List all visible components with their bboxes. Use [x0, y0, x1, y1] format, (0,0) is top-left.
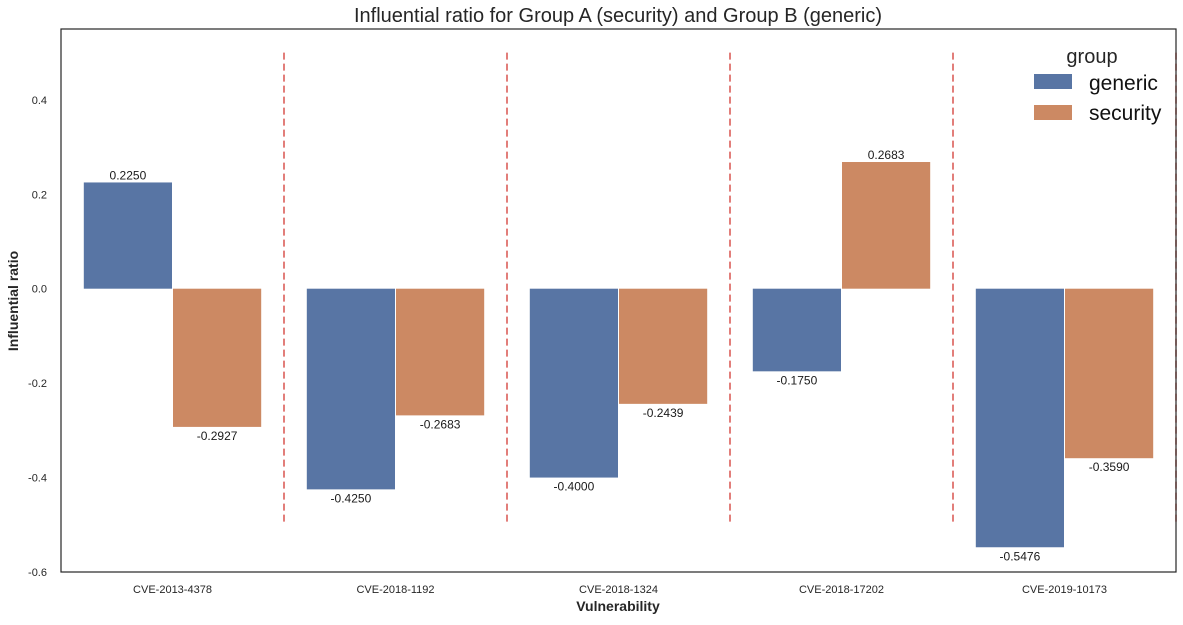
- x-tick-label: CVE-2019-10173: [1022, 584, 1107, 596]
- bar-label-security-4: -0.3590: [1089, 460, 1130, 474]
- x-tick-label: CVE-2018-17202: [799, 584, 884, 596]
- y-tick-label: 0.2: [32, 189, 47, 201]
- bar-label-security-2: -0.2439: [643, 406, 684, 420]
- bar-label-generic-1: -0.4250: [331, 491, 372, 505]
- bar-generic-3: [752, 288, 841, 372]
- bar-generic-0: [83, 182, 172, 289]
- bar-label-security-3: 0.2683: [868, 148, 905, 162]
- x-tick-label: CVE-2013-4378: [133, 584, 212, 596]
- bar-security-2: [619, 288, 708, 404]
- bar-generic-1: [306, 288, 395, 490]
- x-axis-label: Vulnerability: [576, 598, 660, 614]
- bar-security-0: [173, 288, 262, 427]
- bar-label-generic-0: 0.2250: [110, 168, 147, 182]
- bars-layer: [83, 162, 1154, 548]
- y-tick-label: 0.0: [32, 284, 47, 296]
- chart-title: Influential ratio for Group A (security)…: [354, 5, 882, 27]
- legend-swatch-generic: [1034, 74, 1072, 89]
- legend: group generic security: [1034, 46, 1162, 125]
- y-tick-label: -0.2: [28, 378, 47, 390]
- bar-labels: 0.2250 -0.4250 -0.4000 -0.1750 -0.5476 -0.292…: [110, 148, 1130, 563]
- plot-frame: [60, 28, 1177, 573]
- x-tick-label: CVE-2018-1192: [356, 584, 434, 596]
- bar-security-4: [1065, 288, 1154, 459]
- bar-label-security-1: -0.2683: [420, 417, 461, 431]
- y-tick-label: -0.4: [28, 473, 47, 485]
- x-axis-ticks: CVE-2013-4378 CVE-2018-1192 CVE-2018-1324 C…: [133, 584, 1107, 596]
- legend-title: group: [1066, 46, 1117, 68]
- legend-swatch-security: [1034, 105, 1072, 120]
- x-tick-label: CVE-2018-1324: [579, 584, 658, 596]
- bar-security-1: [396, 288, 485, 416]
- bar-generic-2: [529, 288, 618, 478]
- bar-label-generic-3: -0.1750: [777, 373, 818, 387]
- bar-label-generic-2: -0.4000: [554, 480, 595, 494]
- legend-entry-security: security: [1089, 102, 1162, 125]
- y-axis-ticks: -0.6 -0.4 -0.2 0.0 0.2 0.4: [28, 95, 47, 579]
- bar-security-3: [842, 162, 931, 289]
- y-tick-label: 0.4: [32, 95, 47, 107]
- bar-label-generic-4: -0.5476: [1000, 549, 1041, 563]
- y-axis-label: Influential ratio: [5, 251, 21, 351]
- y-tick-label: -0.6: [28, 567, 47, 579]
- bar-label-security-0: -0.2927: [197, 429, 238, 443]
- legend-entry-generic: generic: [1089, 72, 1158, 95]
- bar-generic-4: [975, 288, 1064, 548]
